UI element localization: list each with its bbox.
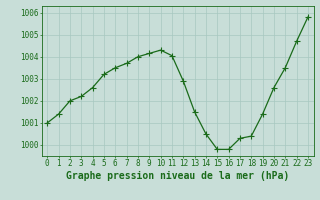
X-axis label: Graphe pression niveau de la mer (hPa): Graphe pression niveau de la mer (hPa) [66, 171, 289, 181]
